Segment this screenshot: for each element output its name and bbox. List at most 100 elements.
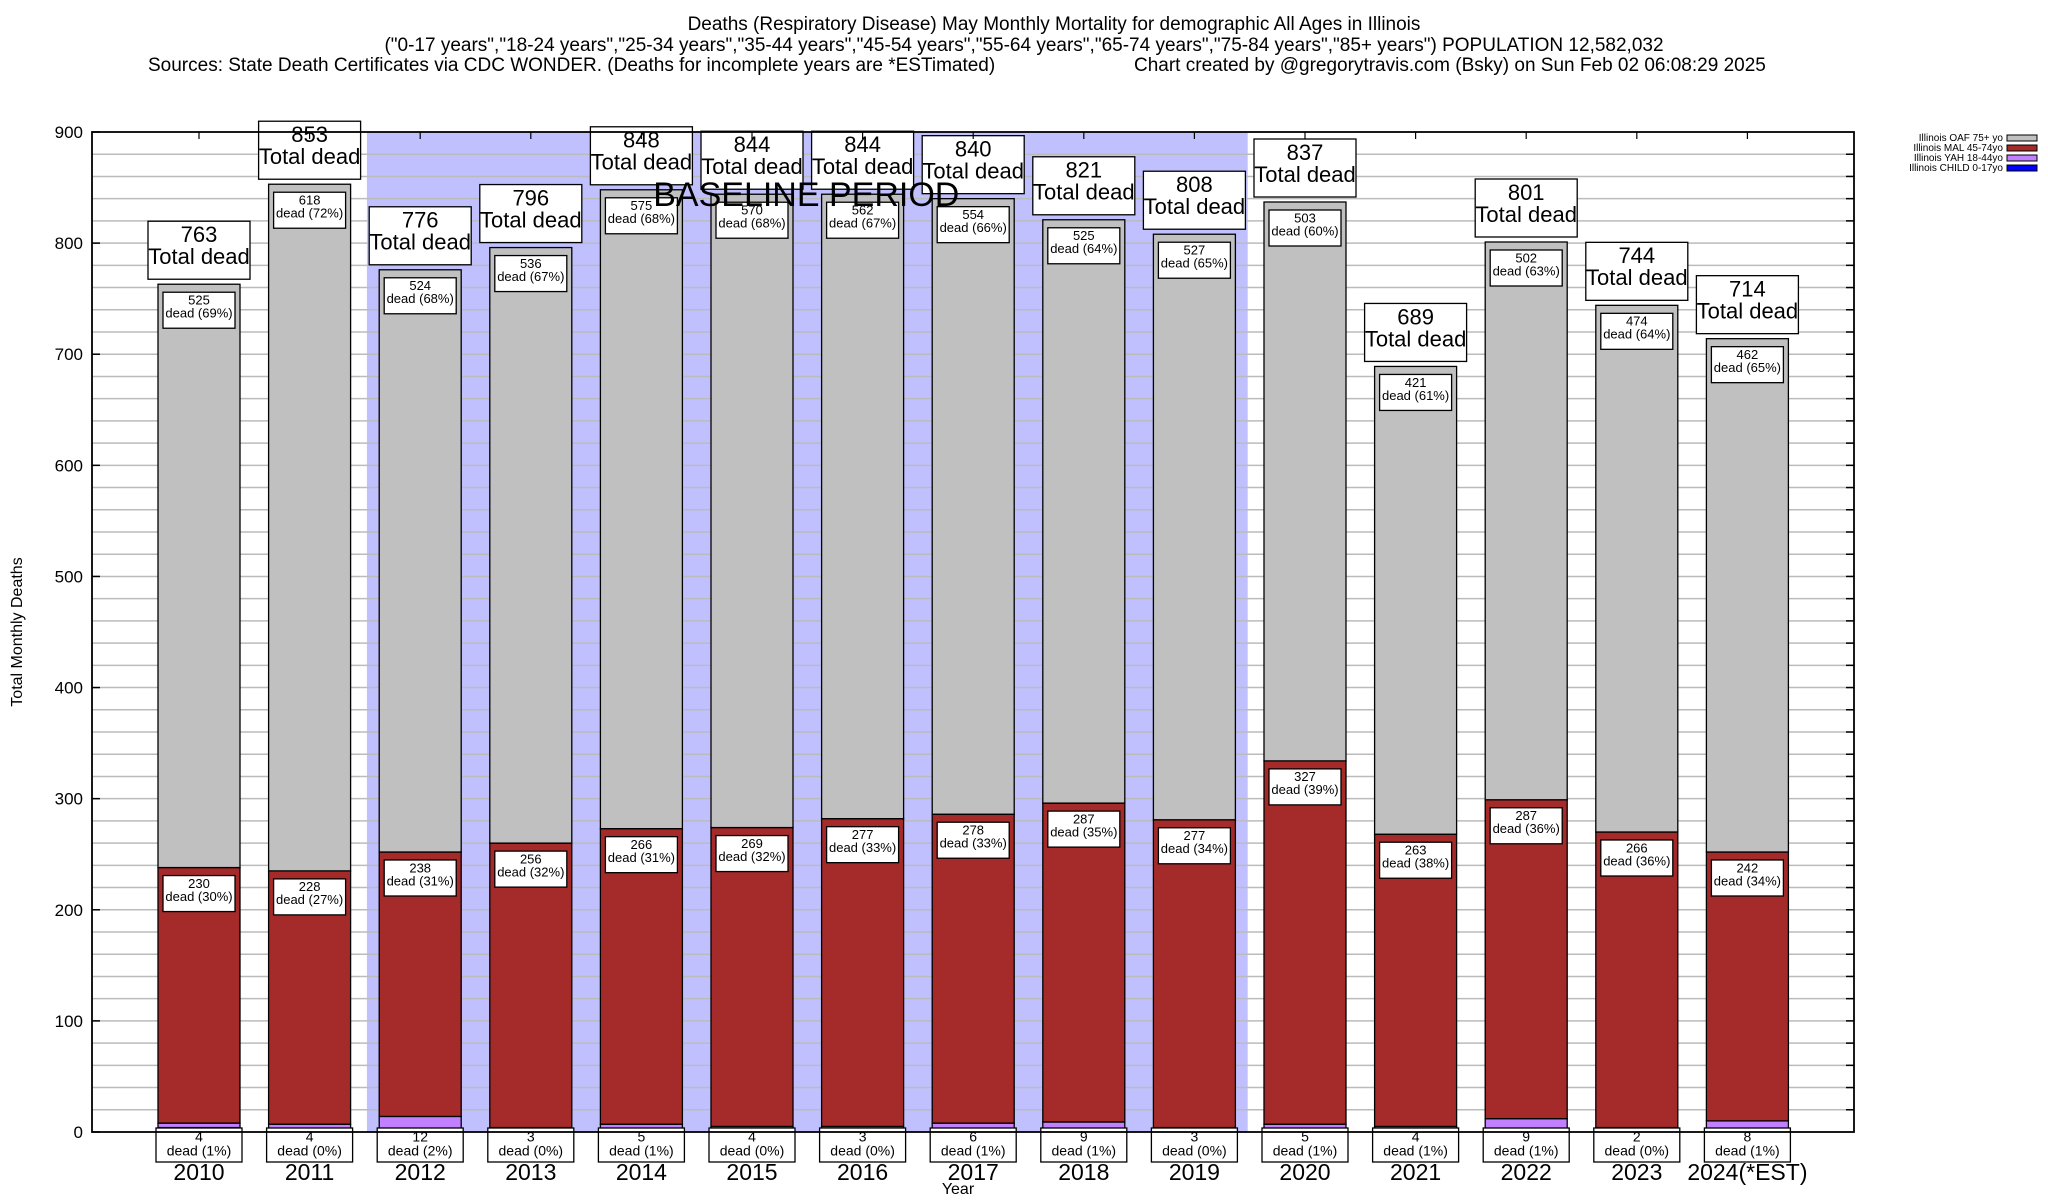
oaf-label-caption: dead (72%) xyxy=(276,206,343,221)
bar-segment-oaf xyxy=(489,246,573,844)
bar-segment-mal xyxy=(1152,819,1237,1129)
yah-label-caption: dead (1%) xyxy=(1715,1142,1780,1158)
total-label-value: 714 xyxy=(1729,277,1766,302)
mal-label-box xyxy=(604,836,679,874)
oaf-label-box xyxy=(825,201,900,239)
oaf-label-value: 474 xyxy=(1626,314,1648,329)
x-tick-label: 2022 xyxy=(1501,1159,1552,1185)
total-label-caption: Total dead xyxy=(480,207,582,232)
yah-label-value: 2 xyxy=(1633,1128,1641,1144)
mal-label-box xyxy=(1378,841,1453,879)
total-label-box xyxy=(368,206,472,266)
oaf-label-caption: dead (67%) xyxy=(829,216,896,231)
total-label-box xyxy=(1474,178,1578,238)
mal-label-box xyxy=(1489,807,1563,845)
mal-label-box xyxy=(715,834,789,873)
oaf-label-box xyxy=(1047,227,1121,265)
oaf-label-value: 524 xyxy=(409,278,431,293)
mal-label-box xyxy=(383,859,457,897)
mal-label-caption: dead (34%) xyxy=(1161,841,1228,856)
bar-segment-mal xyxy=(820,818,905,1128)
bar-segment-mal xyxy=(1263,760,1347,1125)
x-tick-label: 2021 xyxy=(1390,1159,1441,1185)
bar-segment-mal xyxy=(710,826,794,1128)
mal-label-caption: dead (33%) xyxy=(940,836,1007,851)
x-tick-label: 2019 xyxy=(1169,1159,1220,1185)
yah-label-value: 4 xyxy=(306,1128,314,1144)
oaf-label-value: 575 xyxy=(631,198,653,213)
y-tick-label: 400 xyxy=(55,679,83,698)
oaf-label-value: 525 xyxy=(1073,228,1095,243)
y-tick-label: 200 xyxy=(55,901,83,920)
total-label-value: 821 xyxy=(1065,158,1102,183)
oaf-label-caption: dead (61%) xyxy=(1382,388,1449,403)
oaf-label-value: 562 xyxy=(852,203,874,218)
legend-label: Illinois MAL 45-74yo xyxy=(1913,143,2003,154)
yah-label-box xyxy=(1150,1127,1239,1163)
bar-segment-oaf xyxy=(1705,338,1790,853)
total-label-value: 744 xyxy=(1618,243,1655,268)
bar-segment-oaf xyxy=(599,189,684,830)
total-label-caption: Total dead xyxy=(148,244,250,269)
chart-credit-note: Chart created by @gregorytravis.com (Bsk… xyxy=(1134,55,1766,76)
mal-label-box xyxy=(1268,768,1342,806)
total-label-caption: Total dead xyxy=(1697,299,1799,324)
bar-segment-mal xyxy=(489,842,573,1129)
mal-label-box xyxy=(1600,839,1674,877)
x-tick-label: 2012 xyxy=(395,1159,446,1185)
yah-label-caption: dead (1%) xyxy=(1383,1142,1448,1158)
total-label-box xyxy=(1585,241,1689,301)
yah-label-box xyxy=(1703,1127,1792,1163)
bar-segment-oaf xyxy=(267,183,352,872)
mal-label-box xyxy=(936,821,1010,859)
bar-segment-mal xyxy=(1373,833,1458,1128)
oaf-label-box xyxy=(272,191,347,229)
mal-label-caption: dead (38%) xyxy=(1382,856,1449,871)
oaf-label-caption: dead (67%) xyxy=(497,269,564,284)
mal-label-caption: dead (31%) xyxy=(608,850,675,865)
yah-label-value: 3 xyxy=(859,1128,867,1144)
yah-label-value: 4 xyxy=(195,1128,203,1144)
yah-label-box xyxy=(155,1127,243,1163)
yah-label-value: 9 xyxy=(1080,1128,1088,1144)
oaf-label-caption: dead (66%) xyxy=(940,220,1007,235)
mal-label-caption: dead (36%) xyxy=(1603,853,1670,868)
mal-label-value: 269 xyxy=(741,836,763,851)
yah-label-caption: dead (1%) xyxy=(1273,1142,1338,1158)
oaf-label-value: 421 xyxy=(1405,375,1427,390)
total-label-value: 796 xyxy=(512,185,549,210)
bar-segment-oaf xyxy=(1484,241,1568,801)
yah-label-value: 8 xyxy=(1744,1128,1752,1144)
oaf-label-box xyxy=(1710,346,1785,384)
y-tick-label: 600 xyxy=(55,456,83,475)
total-label-value: 837 xyxy=(1287,140,1324,165)
y-tick-label: 0 xyxy=(74,1123,83,1142)
bar-segment-yah xyxy=(1484,1118,1568,1130)
legend-swatch xyxy=(2006,144,2038,152)
x-tick-label: 2024(*EST) xyxy=(1687,1159,1807,1185)
yah-label-caption: dead (1%) xyxy=(1052,1142,1117,1158)
x-tick-label: 2015 xyxy=(726,1159,777,1185)
yah-label-caption: dead (0%) xyxy=(720,1142,785,1158)
mal-label-value: 327 xyxy=(1294,769,1316,784)
oaf-label-caption: dead (63%) xyxy=(1493,263,1560,278)
legend-label: Illinois CHILD 0-17yo xyxy=(1909,163,2003,174)
